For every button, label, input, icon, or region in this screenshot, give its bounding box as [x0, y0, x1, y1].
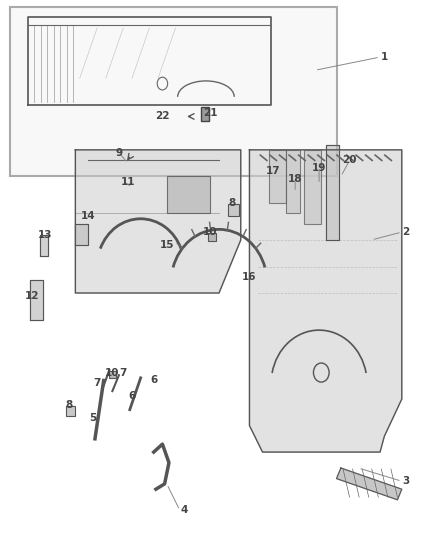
- Text: 3: 3: [403, 477, 410, 486]
- Bar: [10, 7, 336, 176]
- Text: 5: 5: [89, 413, 96, 423]
- Text: 10: 10: [105, 368, 120, 377]
- Text: 12: 12: [25, 290, 39, 301]
- Polygon shape: [250, 150, 402, 452]
- Text: 4: 4: [180, 505, 188, 515]
- Polygon shape: [75, 224, 88, 245]
- Text: 8: 8: [65, 400, 72, 410]
- Polygon shape: [336, 468, 402, 500]
- Polygon shape: [75, 150, 241, 293]
- Text: 22: 22: [155, 111, 170, 122]
- Text: 10: 10: [203, 227, 218, 237]
- Text: 9: 9: [115, 148, 123, 158]
- Text: 7: 7: [120, 368, 127, 377]
- Text: 18: 18: [288, 174, 302, 184]
- Text: 11: 11: [120, 176, 135, 187]
- Text: 2: 2: [403, 227, 410, 237]
- Text: 21: 21: [203, 108, 218, 118]
- Polygon shape: [325, 144, 339, 240]
- Text: 1: 1: [381, 52, 388, 62]
- Bar: [269, 150, 286, 203]
- Text: 8: 8: [229, 198, 236, 208]
- Text: 14: 14: [81, 211, 96, 221]
- Bar: [228, 205, 239, 216]
- Bar: [286, 150, 300, 214]
- Text: 7: 7: [93, 378, 101, 388]
- Bar: [208, 233, 216, 241]
- Text: 20: 20: [343, 156, 357, 165]
- Text: 6: 6: [150, 375, 157, 385]
- Text: 17: 17: [266, 166, 281, 176]
- Polygon shape: [30, 280, 43, 319]
- Bar: [66, 407, 75, 416]
- Bar: [110, 372, 116, 378]
- Bar: [304, 150, 321, 224]
- Bar: [167, 176, 210, 214]
- Text: 19: 19: [312, 164, 326, 173]
- Text: 16: 16: [242, 272, 257, 282]
- Polygon shape: [40, 235, 48, 256]
- Text: 15: 15: [159, 240, 174, 251]
- Text: 6: 6: [128, 391, 136, 401]
- Text: 13: 13: [38, 230, 52, 240]
- Bar: [201, 108, 208, 120]
